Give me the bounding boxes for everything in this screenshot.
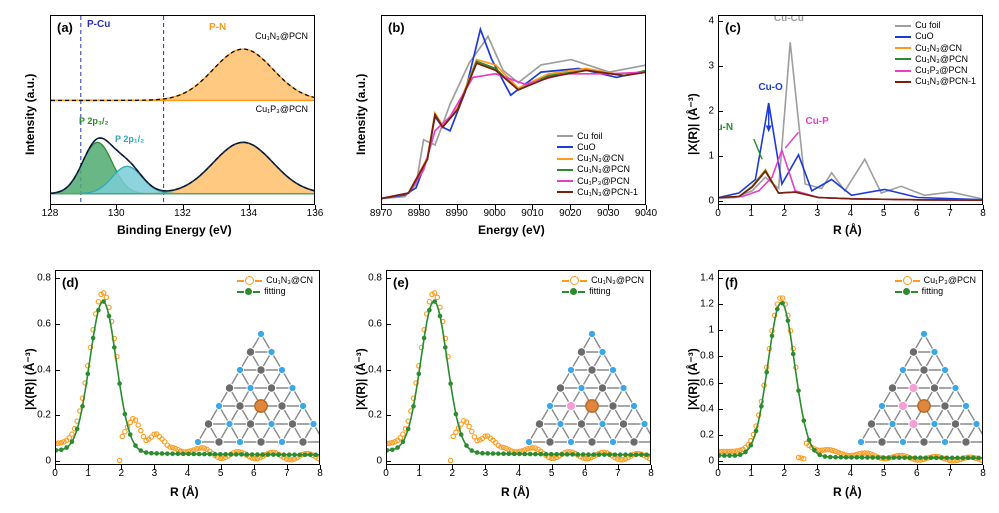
legend-item: fitting xyxy=(895,286,976,297)
label-top-sample: Cu₁N₃@PCN xyxy=(255,31,308,41)
legend-item: Cu₁N₃@CN xyxy=(557,153,638,164)
tick-y: 0.4 xyxy=(700,403,714,414)
legend-item: Cu₁N₃@CN xyxy=(237,275,313,286)
panel-tag-e: (e) xyxy=(393,275,409,290)
label-bot-sample: Cu₁P₃@PCN xyxy=(256,104,308,114)
plot-c: (c) Cu foilCuOCu₁N₃@CNCu₁N₃@PCNCu₁P₃@PCN… xyxy=(718,15,983,205)
panel-tag-c: (c) xyxy=(725,20,741,35)
legend-e: Cu₁N₃@PCNfitting xyxy=(562,275,644,298)
tick-y-c: 4 xyxy=(708,16,714,27)
tick-y: 0.6 xyxy=(368,318,382,329)
legend-f: Cu₁P₃@PCNfitting xyxy=(895,275,976,298)
ann-pcu: P-Cu xyxy=(87,19,110,30)
structure-f xyxy=(864,326,983,451)
legend-b: Cu foilCuOCu₁N₃@CNCu₁N₃@PCNCu₁P₃@PCNCu₁N… xyxy=(557,131,638,199)
panel-f: (f) Cu₁P₃@PCNfitting |X(R)| (Å⁻³) R (Å) … xyxy=(668,260,994,505)
structure-e xyxy=(532,326,651,451)
legend-item: Cu₁N₃@PCN-1 xyxy=(895,76,976,87)
legend-item: CuO xyxy=(895,31,976,42)
annotation: Cu-N xyxy=(718,122,733,133)
plot-f: (f) Cu₁P₃@PCNfitting xyxy=(718,270,983,465)
ylabel-b: Intensity (a.u.) xyxy=(354,74,368,155)
panel-c: (c) Cu foilCuOCu₁N₃@CNCu₁N₃@PCNCu₁P₃@PCN… xyxy=(668,5,994,243)
label-p2p32: P 2p₃/₂ xyxy=(79,116,109,126)
label-p2p12: P 2p₁/₂ xyxy=(115,134,144,144)
legend-item: Cu₁N₃@PCN-1 xyxy=(557,187,638,198)
legend-item: Cu₁P₃@PCN xyxy=(895,65,976,76)
ylabel-f: |X(R)| (Å⁻³) xyxy=(686,348,700,410)
annotation: Cu-O xyxy=(758,82,782,93)
tick-y: 0.8 xyxy=(700,351,714,362)
legend-item: Cu₁N₃@PCN xyxy=(562,275,644,286)
tick-y: 0.8 xyxy=(368,273,382,284)
legend-d: Cu₁N₃@CNfitting xyxy=(237,275,313,298)
xlabel-b: Energy (eV) xyxy=(478,223,545,237)
ylabel-a: Intensity (a.u.) xyxy=(23,74,37,155)
xlabel-c: R (Å) xyxy=(833,223,862,237)
legend-item: fitting xyxy=(237,286,313,297)
panel-b: (b) Cu foilCuOCu₁N₃@CNCu₁N₃@PCNCu₁P₃@PCN… xyxy=(336,5,662,243)
panel-tag-a: (a) xyxy=(57,20,73,35)
tick-y: 0.2 xyxy=(37,410,51,421)
tick-y: 0.6 xyxy=(37,318,51,329)
panel-tag-d: (d) xyxy=(62,275,79,290)
ylabel-c: |X(R)| (Å⁻³) xyxy=(686,93,700,155)
xlabel-d: R (Å) xyxy=(170,485,199,499)
legend-item: fitting xyxy=(562,286,644,297)
tick-y: 0 xyxy=(376,456,382,467)
tick-y: 0.6 xyxy=(700,377,714,388)
ylabel-e: |X(R)| (Å⁻³) xyxy=(354,348,368,410)
xlabel-f: R (Å) xyxy=(833,485,862,499)
tick-y-c: 2 xyxy=(708,106,714,117)
annotation: Cu-P xyxy=(805,116,828,127)
tick-y-c: 3 xyxy=(708,61,714,72)
tick-y: 0 xyxy=(708,456,714,467)
tick-y: 0 xyxy=(45,456,51,467)
tick-y: 0.4 xyxy=(368,364,382,375)
tick-y-c: 1 xyxy=(708,151,714,162)
legend-item: Cu₁N₃@CN xyxy=(895,43,976,54)
legend-item: CuO xyxy=(557,142,638,153)
panel-e: (e) Cu₁N₃@PCNfitting |X(R)| (Å⁻³) R (Å) … xyxy=(336,260,662,505)
panel-a: (a) P-Cu P-N Cu₁N₃@PCN Cu₁P₃@PCN P 2p₃/₂… xyxy=(5,5,331,243)
legend-item: Cu₁P₃@PCN xyxy=(895,275,976,286)
legend-item: Cu₁P₃@PCN xyxy=(557,176,638,187)
ann-pn: P-N xyxy=(209,22,226,33)
tick-y: 1.2 xyxy=(700,299,714,310)
panel-tag-b: (b) xyxy=(388,20,405,35)
figure: (a) P-Cu P-N Cu₁N₃@PCN Cu₁P₃@PCN P 2p₃/₂… xyxy=(0,0,999,513)
plot-a: (a) P-Cu P-N Cu₁N₃@PCN Cu₁P₃@PCN P 2p₃/₂… xyxy=(50,15,315,205)
plot-d: (d) Cu₁N₃@CNfitting xyxy=(55,270,320,465)
legend-c: Cu foilCuOCu₁N₃@CNCu₁N₃@PCNCu₁P₃@PCNCu₁N… xyxy=(895,20,976,88)
plot-b: (b) Cu foilCuOCu₁N₃@CNCu₁N₃@PCNCu₁P₃@PCN… xyxy=(381,15,646,205)
legend-item: Cu foil xyxy=(557,131,638,142)
ylabel-d: |X(R)| (Å⁻³) xyxy=(23,348,37,410)
tick-y: 0.2 xyxy=(700,429,714,440)
tick-y: 0.8 xyxy=(37,273,51,284)
legend-item: Cu₁N₃@PCN xyxy=(895,54,976,65)
structure-d xyxy=(201,326,320,451)
legend-item: Cu foil xyxy=(895,20,976,31)
tick-y-c: 0 xyxy=(708,196,714,207)
xlabel-e: R (Å) xyxy=(501,485,530,499)
plot-e: (e) Cu₁N₃@PCNfitting xyxy=(386,270,651,465)
xlabel-a: Binding Energy (eV) xyxy=(117,223,232,237)
panel-tag-f: (f) xyxy=(725,275,738,290)
tick-y: 0.4 xyxy=(37,364,51,375)
panel-d: (d) Cu₁N₃@CNfitting |X(R)| (Å⁻³) R (Å) 0… xyxy=(5,260,331,505)
annotation: Cu-Cu xyxy=(774,15,804,24)
tick-y: 1 xyxy=(708,325,714,336)
tick-y: 1.4 xyxy=(700,273,714,284)
legend-item: Cu₁N₃@PCN xyxy=(557,164,638,175)
tick-y: 0.2 xyxy=(368,410,382,421)
